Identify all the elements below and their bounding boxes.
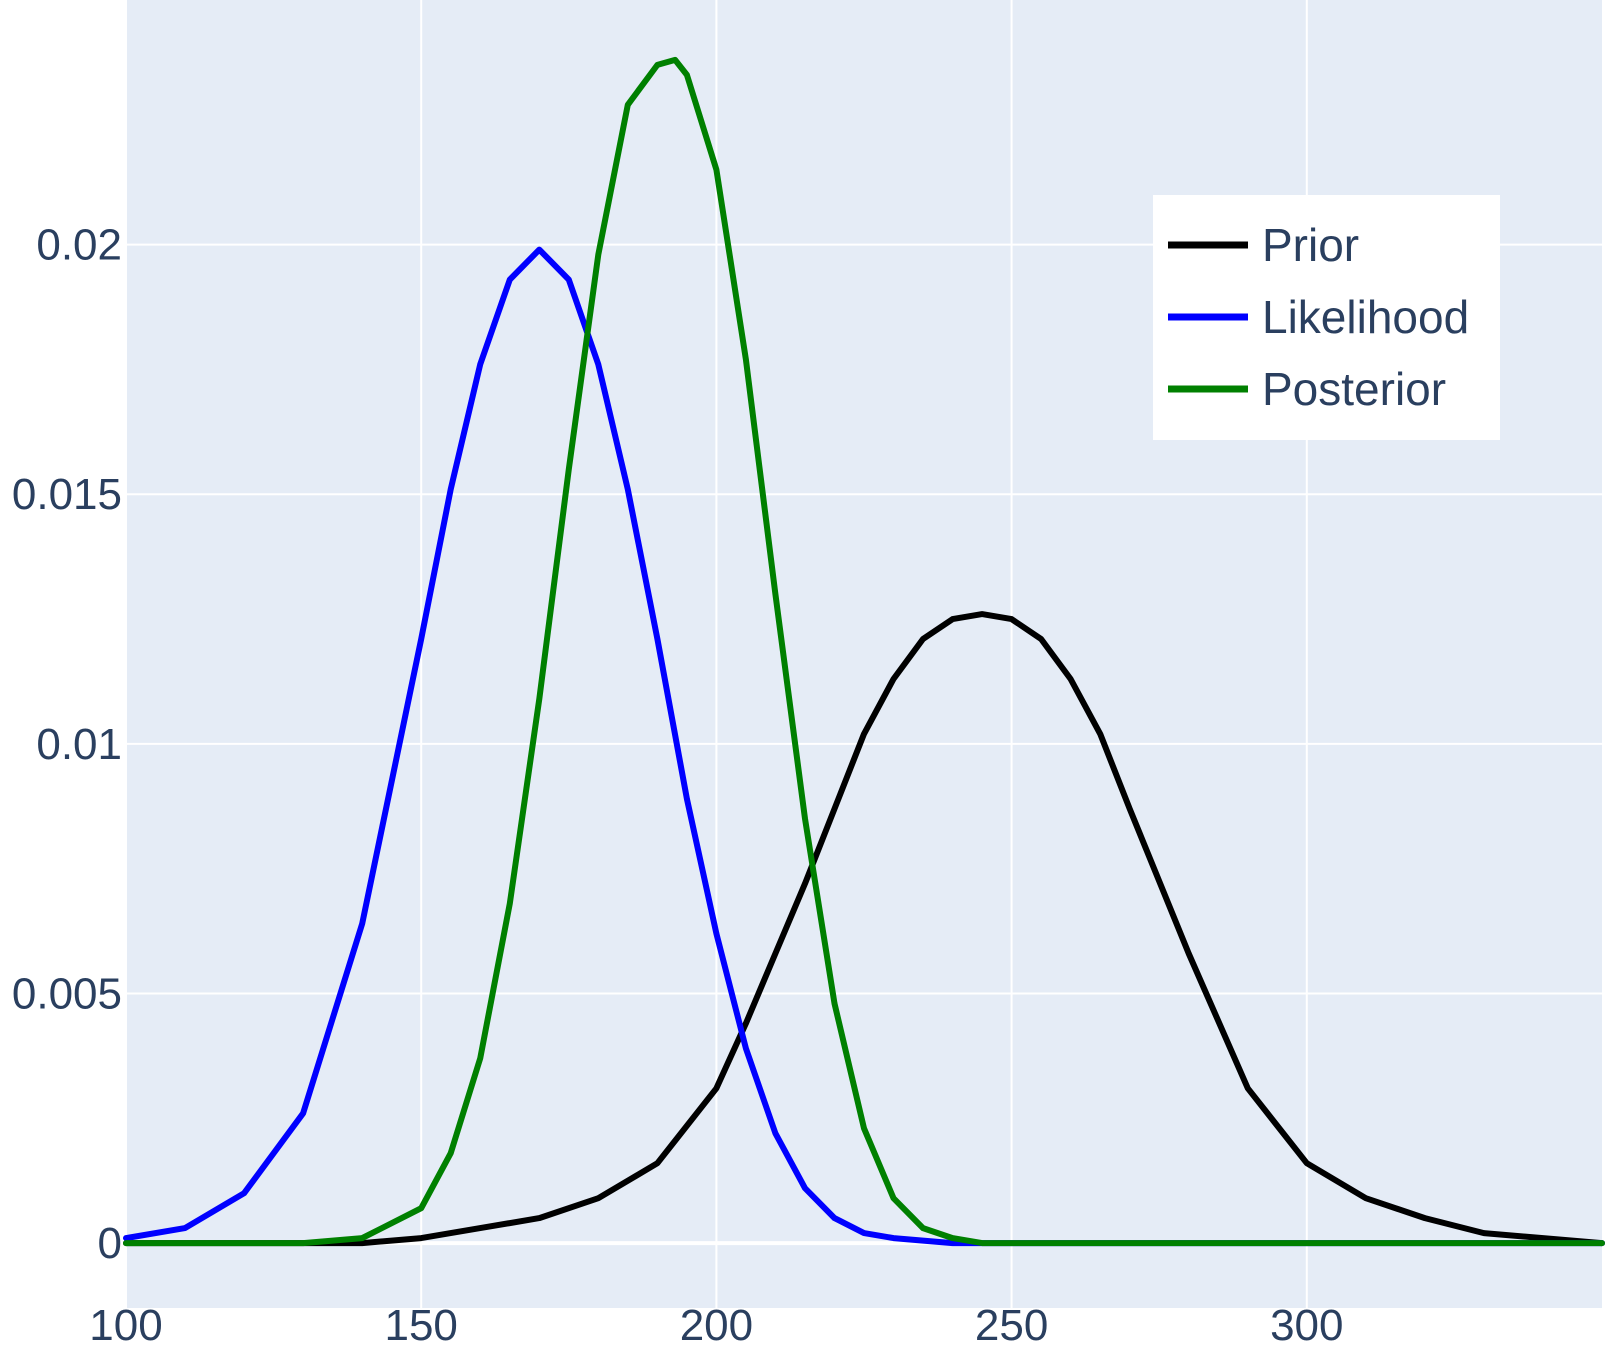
y-tick-label: 0.005 bbox=[12, 969, 122, 1018]
y-tick-label: 0.02 bbox=[36, 221, 122, 270]
x-tick-label: 100 bbox=[89, 1301, 162, 1350]
y-tick-label: 0.01 bbox=[36, 720, 122, 769]
x-axis-tick-labels: 100 150 200 250 300 bbox=[89, 1301, 1343, 1350]
y-tick-label: 0 bbox=[98, 1219, 122, 1268]
x-tick-label: 250 bbox=[975, 1301, 1048, 1350]
y-tick-label: 0.015 bbox=[12, 470, 122, 519]
x-tick-label: 150 bbox=[384, 1301, 457, 1350]
series-line-posterior bbox=[123, 56, 1605, 1247]
series-line-prior bbox=[123, 611, 1605, 1247]
legend: Prior Likelihood Posterior bbox=[1153, 195, 1500, 440]
x-tick-label: 200 bbox=[680, 1301, 753, 1350]
x-tick-label: 300 bbox=[1270, 1301, 1343, 1350]
legend-label-posterior: Posterior bbox=[1262, 363, 1446, 415]
legend-label-likelihood: Likelihood bbox=[1262, 291, 1469, 343]
y-axis-tick-labels: 0 0.005 0.01 0.015 0.02 bbox=[12, 221, 122, 1268]
series-lines bbox=[123, 56, 1605, 1247]
legend-label-prior: Prior bbox=[1262, 219, 1359, 271]
